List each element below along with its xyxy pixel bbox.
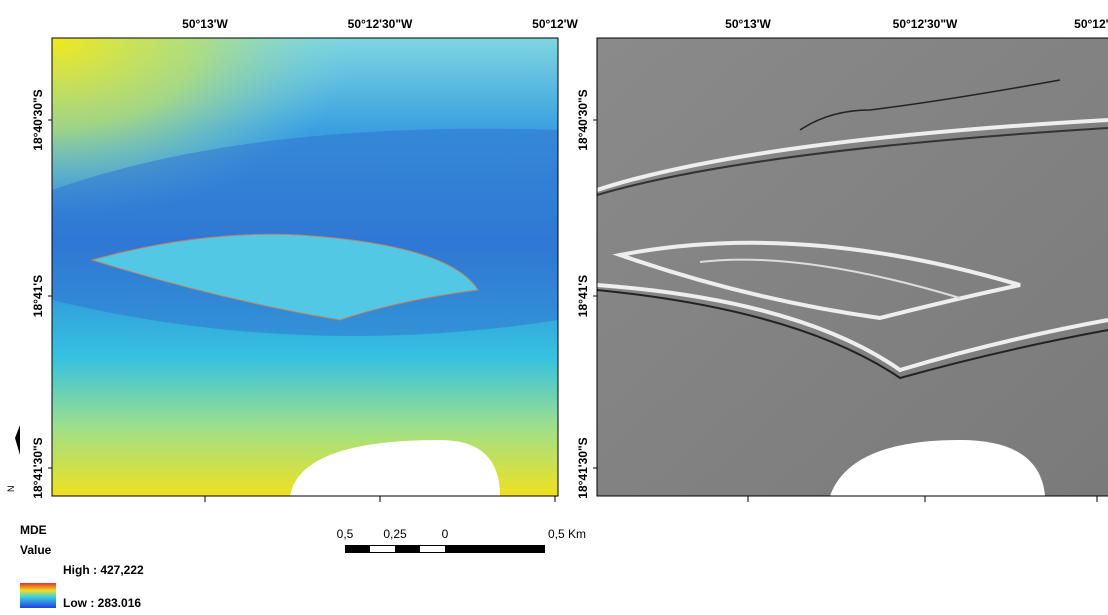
latitude-label: 18°41'30"S	[31, 437, 45, 498]
legend-subtitle: Value	[20, 543, 52, 557]
longitude-label: 50°12'30"W	[348, 17, 413, 31]
longitude-label: 50°13'W	[725, 17, 771, 31]
latitude-label: 18°40'30"S	[576, 89, 590, 150]
hillshade-map	[597, 38, 1108, 496]
figure: MDE Value High : 427,222 Low : 283.016 5…	[0, 0, 1108, 610]
scale-label: 0	[442, 527, 449, 541]
longitude-label: 50°13'W	[182, 17, 228, 31]
legend-ramp	[20, 583, 56, 608]
north-arrow-icon	[15, 425, 20, 455]
latitude-label: 18°40'30"S	[31, 89, 45, 150]
scale-label: 0,25	[383, 527, 407, 541]
north-arrow-label: N	[6, 486, 16, 493]
scale-label: 0,5 Km	[548, 527, 586, 541]
longitude-label: 50°12'W	[532, 17, 578, 31]
elevation-map	[52, 38, 558, 496]
scale-bar	[420, 546, 445, 552]
scale-label: 0,5	[337, 527, 354, 541]
legend-low: Low : 283.016	[63, 596, 141, 610]
legend-high: High : 427,222	[63, 563, 144, 577]
scale-bar	[370, 546, 395, 552]
longitude-label: 50°12'W	[1074, 17, 1108, 31]
legend-title: MDE	[20, 523, 47, 537]
latitude-label: 18°41'30"S	[576, 437, 590, 498]
latitude-label: 18°41'S	[31, 275, 45, 317]
longitude-label: 50°12'30"W	[893, 17, 958, 31]
latitude-label: 18°41'S	[576, 275, 590, 317]
